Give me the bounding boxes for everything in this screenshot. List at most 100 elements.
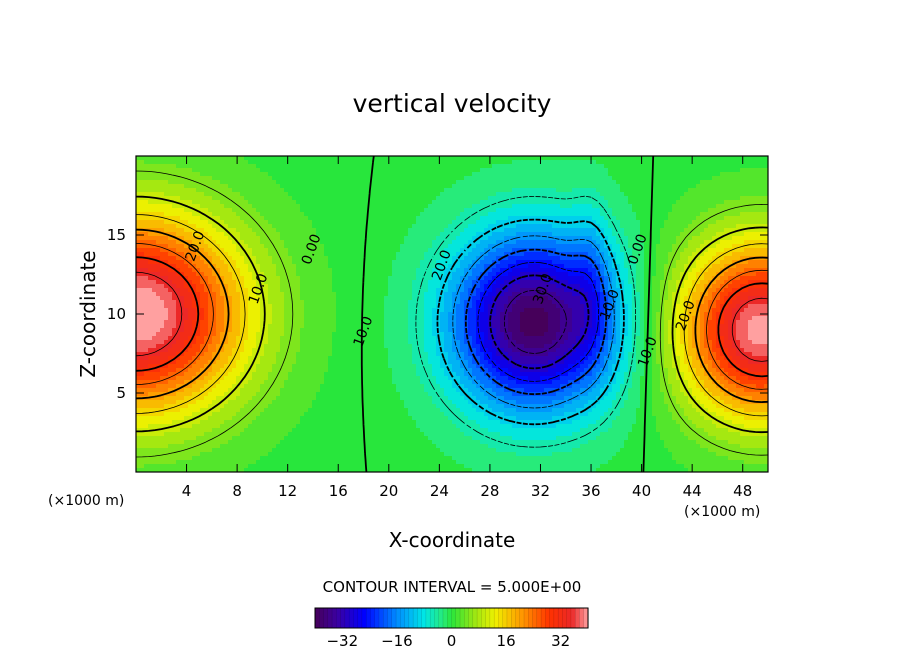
colorbar-swatch	[429, 607, 436, 629]
colorbar-tick-label: −16	[381, 632, 413, 650]
x-tick-label: 24	[430, 482, 449, 500]
colorbar-swatch	[387, 607, 393, 629]
y-tick-label: 10	[107, 305, 126, 323]
colorbar-swatch	[417, 607, 423, 629]
colorbar-swatch	[511, 607, 517, 629]
colorbar-swatch	[348, 607, 355, 629]
contour-level-line	[136, 256, 768, 378]
contour-level-line	[415, 195, 636, 448]
colorbar-tick-label: 0	[447, 632, 457, 650]
colorbar-swatch	[323, 607, 329, 629]
x-unit-left: (×1000 m)	[48, 493, 124, 509]
contour-level-line	[136, 195, 768, 434]
colorbar-swatch	[421, 607, 427, 629]
y-tick-label: 15	[107, 226, 126, 244]
colorbar-swatch	[540, 607, 547, 629]
colorbar-swatch	[434, 607, 440, 629]
x-tick-label: 28	[480, 482, 499, 500]
colorbar-swatch	[370, 607, 376, 629]
x-axis: 4 8 12 16 20 24 28 32 36 40 44 48	[182, 156, 752, 500]
contour-level-line	[489, 274, 590, 370]
contour-level-line	[136, 214, 768, 417]
colorbar-swatch	[400, 607, 406, 629]
colorbar-swatch	[557, 607, 564, 629]
x-tick-label: 20	[379, 482, 398, 500]
contour-level-line	[136, 243, 768, 390]
y-tick-label: 5	[116, 384, 126, 402]
x-tick-label: 8	[232, 482, 242, 500]
colorbar-swatch	[459, 607, 465, 629]
x-tick-label: 36	[581, 482, 600, 500]
colorbar-swatch	[383, 607, 389, 629]
colorbar-swatch	[438, 607, 444, 629]
contour-lines	[136, 156, 768, 472]
colorbar-swatch	[506, 607, 512, 629]
colorbar-swatch	[314, 607, 320, 629]
contour-level-line	[477, 261, 599, 382]
colorbar-swatch	[361, 607, 367, 629]
colorbar-swatch	[468, 607, 474, 629]
colorbar-swatch	[464, 607, 470, 629]
colorbar-swatch	[549, 607, 555, 629]
colorbar-ticks: −32 −16 0 16 32	[326, 632, 570, 650]
colorbar-frame	[314, 607, 589, 629]
colorbar-swatch	[579, 607, 585, 629]
colorbar-swatch	[502, 607, 508, 629]
contour-level-line	[503, 289, 567, 354]
colorbar-swatch	[442, 607, 448, 629]
colorbar-swatch	[485, 607, 491, 629]
contour-interval-text: CONTOUR INTERVAL = 5.000E+00	[323, 578, 582, 596]
x-tick-label: 12	[278, 482, 297, 500]
colorbar-swatch	[536, 607, 542, 629]
y-axis-label: Z-coordinate	[76, 250, 100, 377]
colorbar-tick-label: 16	[497, 632, 516, 650]
colorbar-swatch	[395, 607, 402, 629]
x-tick-label: 44	[683, 482, 702, 500]
colorbar-swatch	[566, 607, 572, 629]
colorbar-swatch	[476, 607, 483, 629]
colorbar-swatch	[408, 607, 414, 629]
contour-level-line	[136, 271, 768, 362]
x-tick-label: 32	[531, 482, 550, 500]
colorbar-swatch	[378, 607, 384, 629]
colorbar-swatch	[498, 607, 504, 629]
colorbar-swatch	[532, 607, 538, 629]
colorbar-swatch	[570, 607, 576, 629]
colorbar-swatch	[575, 607, 581, 629]
colorbar-swatch	[451, 607, 457, 629]
colorbar-swatch	[327, 607, 333, 629]
colorbar-swatch	[545, 607, 551, 629]
colorbar-swatch	[562, 607, 568, 629]
x-tick-label: 48	[733, 482, 752, 500]
colorbar-swatch	[374, 607, 380, 629]
contour-level-line	[136, 170, 768, 458]
colorbar-swatch	[455, 607, 461, 629]
colorbar-swatch	[515, 607, 521, 629]
x-tick-label: 16	[329, 482, 348, 500]
colorbar-swatch	[344, 607, 350, 629]
colorbar-swatch	[553, 607, 559, 629]
colorbar-swatch	[336, 607, 342, 629]
colorbar-swatch	[528, 607, 534, 629]
contour-level-line	[464, 248, 608, 396]
chart-title: vertical velocity	[353, 89, 552, 118]
colorbar-swatch	[365, 607, 372, 629]
colorbar-swatch	[353, 607, 359, 629]
contour-level-line	[436, 218, 625, 426]
colorbar-swatch	[404, 607, 410, 629]
colorbar-swatch	[493, 607, 500, 629]
contour-level-line	[136, 228, 768, 403]
contour-level-line	[452, 235, 615, 409]
colorbar-swatch	[481, 607, 487, 629]
colorbar-swatch	[425, 607, 431, 629]
colorbar-swatch	[519, 607, 525, 629]
colorbar-swatch	[391, 607, 397, 629]
colorbar-swatch	[331, 607, 338, 629]
colorbar-swatch	[319, 607, 325, 629]
colorbar-tick-label: −32	[326, 632, 358, 650]
y-axis: 5 10 15	[107, 226, 768, 402]
colorbar-tick-label: 32	[551, 632, 570, 650]
colorbar-swatch	[447, 607, 453, 629]
